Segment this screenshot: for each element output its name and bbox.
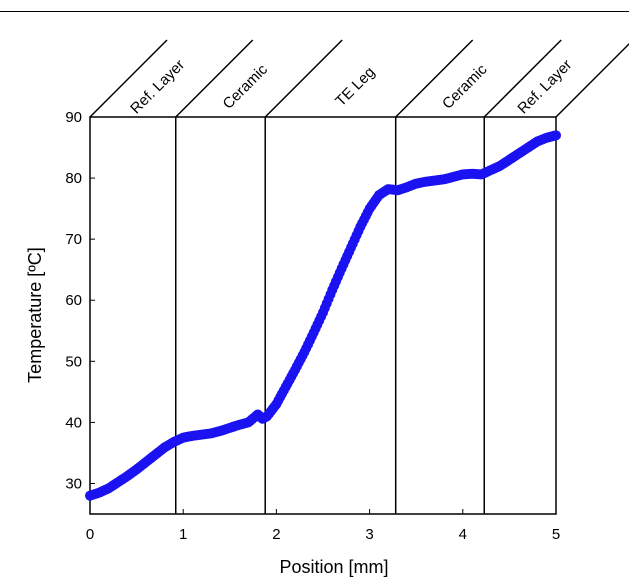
x-tick-label-1: 1 [179, 526, 187, 543]
x-tick-label-0: 0 [86, 526, 94, 543]
plot-frame [89, 116, 557, 515]
region-boundary-diagonal-5 [555, 42, 629, 118]
x-tick-label-2: 2 [272, 526, 280, 543]
y-tick-label-5: 80 [65, 170, 82, 187]
region-boundary-diagonal-3 [395, 39, 474, 118]
y-tick-label-4: 70 [65, 231, 82, 248]
region-label-3: Ceramic [439, 61, 491, 113]
region-boundary-diagonal-1 [175, 39, 254, 118]
y-tick-label-1: 40 [65, 414, 82, 431]
region-boundary-diagonal-0 [89, 39, 168, 118]
y-tick-label-2: 50 [65, 353, 82, 370]
y-axis-title: Temperature [ºC] [25, 247, 45, 383]
data-points-layer [85, 130, 561, 501]
tick-layer: 0 1 2 3 4 5 30 40 50 60 70 80 90 [65, 109, 560, 543]
region-label-1: Ceramic [220, 61, 272, 113]
axis-layer [89, 116, 557, 515]
y-tick-label-0: 30 [65, 475, 82, 492]
x-tick-label-4: 4 [459, 526, 467, 543]
region-label-4: Ref. Layer [514, 56, 575, 117]
region-label-2: TE Leg [332, 64, 378, 110]
top-rule-divider [0, 11, 629, 12]
y-tick-label-3: 60 [65, 292, 82, 309]
region-label-0: Ref. Layer [127, 56, 188, 117]
x-axis-title: Position [mm] [279, 557, 388, 577]
region-boundary-diagonal-2 [264, 39, 343, 118]
region-boundary-diagonal-4 [483, 39, 562, 118]
region-label-layer: Ref. Layer Ceramic TE Leg Ceramic Ref. Layer [127, 56, 575, 117]
data-point-255 [551, 130, 561, 141]
y-tick-label-6: 90 [65, 109, 82, 126]
x-tick-label-3: 3 [365, 526, 373, 543]
region-boundary-layer [89, 39, 629, 514]
x-tick-label-5: 5 [552, 526, 560, 543]
